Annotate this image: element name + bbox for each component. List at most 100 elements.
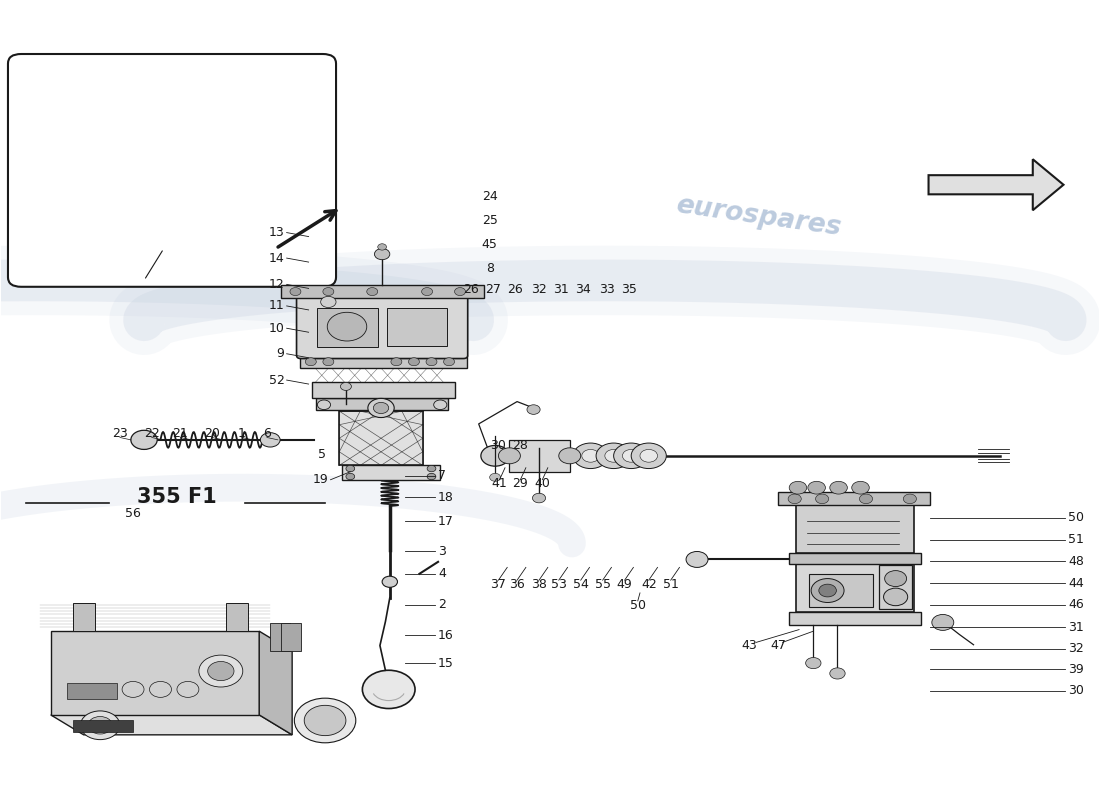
Text: 10: 10 (268, 322, 285, 334)
Text: 35: 35 (621, 283, 637, 297)
Text: eurospares: eurospares (674, 192, 843, 241)
Circle shape (596, 443, 631, 469)
Circle shape (377, 244, 386, 250)
Text: 30: 30 (491, 439, 506, 452)
Text: 26: 26 (463, 283, 478, 297)
Text: 39: 39 (1068, 663, 1084, 676)
Circle shape (686, 551, 708, 567)
Polygon shape (928, 159, 1064, 210)
Text: 23: 23 (112, 427, 128, 440)
Circle shape (321, 296, 336, 307)
Text: 17: 17 (438, 514, 454, 528)
Circle shape (427, 466, 436, 472)
Bar (778, 493, 930, 506)
Bar (312, 382, 454, 398)
Bar (339, 411, 422, 466)
Text: 27: 27 (485, 283, 501, 297)
Circle shape (883, 588, 908, 606)
Text: 30: 30 (1068, 685, 1084, 698)
FancyBboxPatch shape (297, 294, 468, 358)
Circle shape (559, 448, 581, 464)
Circle shape (605, 450, 623, 462)
Text: 33: 33 (600, 283, 615, 297)
Text: 2: 2 (438, 598, 446, 611)
Text: 14: 14 (268, 251, 285, 265)
Text: 31: 31 (1068, 621, 1084, 634)
Text: 32: 32 (1068, 642, 1084, 655)
Text: 3: 3 (438, 545, 446, 558)
Text: 43: 43 (741, 639, 758, 652)
Circle shape (527, 405, 540, 414)
Bar (227, 603, 249, 631)
Text: 12: 12 (268, 278, 285, 291)
Text: 47: 47 (770, 639, 786, 652)
Circle shape (614, 443, 649, 469)
Text: 21: 21 (173, 427, 188, 440)
Bar (795, 564, 914, 612)
Polygon shape (51, 631, 260, 715)
Polygon shape (51, 715, 293, 735)
Circle shape (305, 706, 345, 736)
Circle shape (122, 682, 144, 698)
Circle shape (805, 658, 821, 669)
Text: 38: 38 (531, 578, 547, 591)
Text: 15: 15 (438, 657, 454, 670)
Circle shape (366, 287, 377, 295)
Text: 37: 37 (491, 578, 506, 591)
Bar (318, 307, 377, 347)
Circle shape (427, 474, 436, 480)
Text: 20: 20 (205, 427, 220, 440)
Text: 13: 13 (268, 226, 285, 239)
Bar (509, 440, 570, 472)
Text: 50: 50 (630, 599, 646, 612)
Circle shape (88, 717, 112, 734)
Text: 42: 42 (641, 578, 657, 591)
Circle shape (903, 494, 916, 504)
Bar (879, 565, 912, 609)
Circle shape (421, 287, 432, 295)
Text: 54: 54 (573, 578, 588, 591)
Text: 46: 46 (1068, 598, 1084, 611)
Text: 29: 29 (513, 478, 528, 490)
Bar (73, 603, 95, 631)
Circle shape (498, 448, 520, 464)
Circle shape (851, 482, 869, 494)
Circle shape (345, 474, 354, 480)
Circle shape (818, 584, 836, 597)
Circle shape (481, 446, 509, 466)
Circle shape (208, 662, 234, 681)
Circle shape (829, 482, 847, 494)
Text: 8: 8 (486, 262, 494, 275)
Text: 50: 50 (1068, 511, 1084, 525)
Bar (317, 398, 448, 410)
Circle shape (815, 494, 828, 504)
Text: 19: 19 (312, 474, 329, 486)
Text: 28: 28 (513, 439, 528, 452)
Circle shape (811, 578, 844, 602)
Circle shape (306, 358, 317, 366)
Circle shape (199, 655, 243, 687)
Circle shape (345, 466, 354, 472)
Circle shape (367, 398, 394, 418)
Polygon shape (260, 631, 293, 735)
Text: 56: 56 (125, 506, 141, 520)
Text: 5: 5 (318, 448, 327, 461)
Circle shape (290, 287, 301, 295)
Circle shape (295, 698, 355, 743)
Bar (808, 574, 872, 607)
Circle shape (328, 312, 366, 341)
Circle shape (443, 358, 454, 366)
Bar (282, 286, 484, 298)
Text: 51: 51 (663, 578, 679, 591)
Circle shape (382, 576, 397, 587)
Bar (795, 506, 914, 553)
Circle shape (573, 443, 608, 469)
Text: 25: 25 (482, 214, 497, 227)
Text: 32: 32 (531, 283, 547, 297)
Text: 7: 7 (438, 470, 447, 482)
Text: 55: 55 (595, 578, 610, 591)
Circle shape (532, 494, 546, 503)
Circle shape (454, 287, 465, 295)
Text: 52: 52 (268, 374, 285, 386)
Circle shape (390, 358, 402, 366)
